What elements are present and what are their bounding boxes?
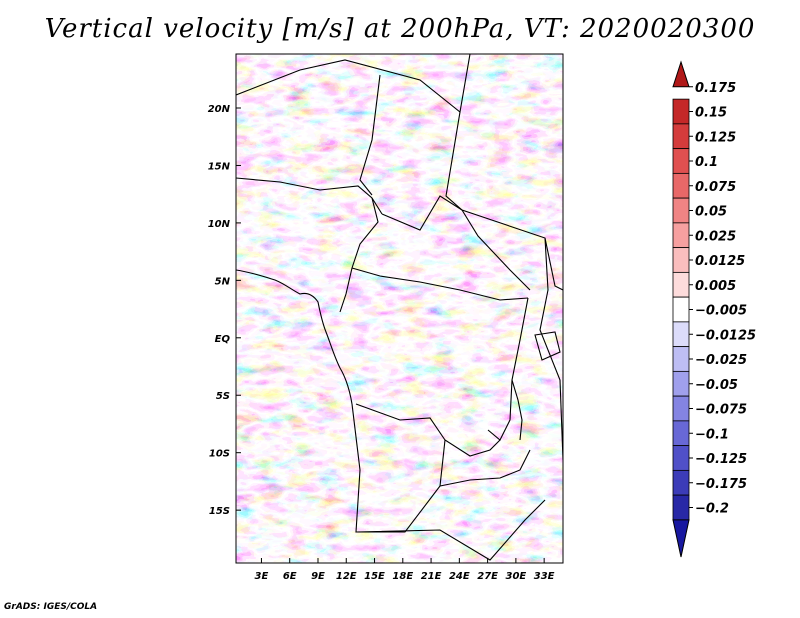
x-tick-label: 3E [255,571,269,582]
x-tick-label: 15E [364,571,385,582]
colorbar-segment [672,395,690,422]
coastline [236,269,353,405]
lake-tanganyika [511,379,523,441]
border-cameroon [339,197,379,313]
x-tick-label: 6E [283,571,297,582]
plot-frame [235,53,564,564]
colorbar-segment [672,172,690,199]
lake-victoria [534,331,561,361]
colorbar-segment [672,123,690,150]
colorbar-top-arrow [672,60,690,88]
colorbar-segment [672,247,690,273]
colorbar-label: 0.005 [695,279,736,294]
y-tick-label: 10N [208,219,231,230]
border-chad-north [359,74,381,196]
colorbar-segment [672,370,690,397]
x-tick-label: 18E [392,571,413,582]
x-tick-label: 21E [421,571,442,582]
x-tick-label: 33E [534,571,555,582]
colorbar-segment [672,98,690,125]
colorbar-segment [672,445,690,471]
colorbar-label: −0.075 [695,403,747,418]
y-tick-label: 15N [208,161,231,172]
colorbar-label: 0.05 [695,205,727,220]
border-east-africa [539,237,563,461]
chart-title: Vertical velocity [m/s] at 200hPa, VT: 2… [44,14,756,44]
colorbar-label: 0.125 [695,130,736,145]
border-angola [351,403,446,533]
colorbar-bottom-arrow [672,519,690,558]
plot-area [235,53,564,564]
colorbar-label: −0.05 [695,378,738,393]
colorbar-segment [672,420,690,447]
colorbar-segment [672,469,690,496]
colorbar-label: −0.0125 [695,328,756,343]
y-tick-label: 20N [208,104,231,115]
colorbar-segment [672,346,690,372]
y-axis: 20N 15N 10N 5N EQ 5S 10S 15S [208,104,241,517]
colorbar: 0.175 0.15 0.125 0.1 0.075 0.05 0.025 0.0125 0.0… [672,60,756,558]
y-tick-label: EQ [215,334,231,345]
colorbar-segment [672,197,690,224]
colorbar-label: −0.125 [695,452,747,467]
vertical-velocity-field [236,54,563,563]
border-sahel [236,177,383,215]
colorbar-label: −0.025 [695,353,747,368]
colorbar-label: 0.1 [695,155,718,170]
border-namibia [355,499,546,561]
colorbar-segment [672,321,690,348]
x-tick-label: 27E [477,571,498,582]
colorbar-label: 0.025 [695,229,736,244]
colorbar-label: −0.2 [695,502,729,517]
grads-credit: GrADS: IGES/COLA [4,602,98,612]
x-axis: 3E 6E 9E 12E 15E 18E 21E 24E 27E 30E 33E [255,558,555,582]
border-sudan [445,111,563,291]
colorbar-label: −0.175 [695,477,747,492]
border-sahara [236,54,471,114]
border-drc-east [487,297,529,441]
colorbar-label: 0.175 [695,81,736,96]
y-tick-label: 15S [209,506,230,517]
y-tick-label: 10S [209,449,230,460]
colorbar-label: −0.005 [695,304,747,319]
colorbar-label: −0.1 [695,427,729,442]
border-zambia [439,449,531,487]
x-tick-label: 30E [506,571,527,582]
x-tick-label: 24E [449,571,470,582]
colorbar-label: 0.075 [695,180,736,195]
colorbar-segment [672,222,690,249]
y-tick-label: 5N [215,276,231,287]
colorbar-label: 0.15 [695,106,727,121]
x-tick-label: 9E [311,571,325,582]
y-tick-label: 5S [216,391,230,402]
country-boundaries [236,54,563,561]
colorbar-label: 0.0125 [695,254,745,269]
x-tick-label: 12E [336,571,357,582]
colorbar-segment [672,494,690,521]
colorbar-segment [672,296,690,323]
colorbar-segment [672,271,690,298]
border-drc-north [351,267,529,301]
colorbar-segment [672,148,690,174]
